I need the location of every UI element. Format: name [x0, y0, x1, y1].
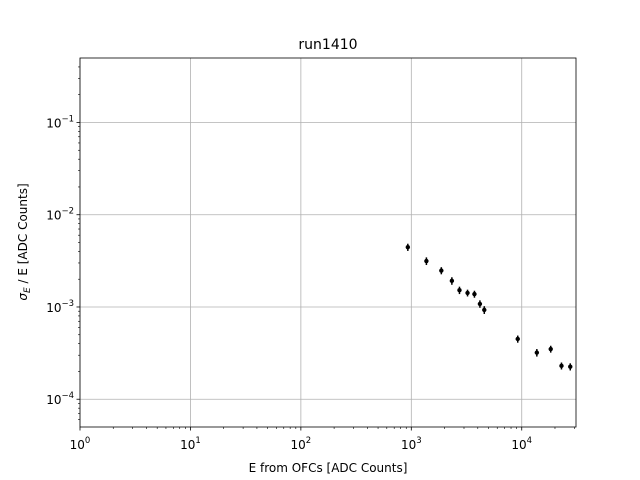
data-point	[477, 300, 483, 308]
x-tick-label: 102	[291, 436, 312, 452]
x-tick-label: 100	[70, 436, 91, 452]
point-marker	[559, 363, 564, 369]
data-point	[548, 345, 553, 353]
point-marker	[465, 290, 470, 296]
chart-title: run1410	[298, 37, 357, 53]
y-axis-label: σE / E [ADC Counts]	[16, 183, 33, 300]
data-point	[568, 363, 573, 371]
data-points	[405, 243, 573, 371]
y-axis-ticks: 10−4 10−3 10−2 10−1	[46, 66, 80, 420]
data-point	[534, 349, 540, 357]
x-axis-ticks: 100 101 102 103 104	[70, 427, 575, 452]
data-point	[405, 243, 411, 251]
point-marker	[534, 350, 540, 355]
point-marker	[424, 258, 429, 264]
point-marker	[439, 268, 444, 273]
point-marker	[472, 291, 477, 297]
x-tick-label: 103	[401, 436, 422, 452]
point-marker	[457, 288, 462, 293]
data-point	[424, 257, 429, 266]
data-point	[465, 289, 470, 297]
y-tick-label: 10−3	[46, 299, 74, 315]
point-marker	[548, 346, 553, 352]
point-marker	[405, 244, 411, 250]
y-axis-label-rest: / E [ADC Counts]	[16, 183, 30, 287]
y-tick-label: 10−4	[46, 391, 74, 407]
data-point	[515, 335, 520, 343]
data-point	[449, 277, 455, 285]
data-point	[482, 306, 487, 314]
data-point	[439, 267, 444, 275]
data-point	[559, 362, 564, 370]
y-axis-label-subscript: E	[23, 287, 33, 293]
x-axis-label: E from OFCs [ADC Counts]	[249, 461, 408, 475]
y-tick-label: 10−2	[46, 207, 74, 223]
point-marker	[482, 307, 487, 313]
y-tick-label: 10−1	[46, 114, 74, 130]
point-marker	[515, 336, 520, 342]
grid-lines	[79, 58, 576, 427]
data-point	[472, 290, 477, 298]
plot-area	[79, 57, 577, 428]
point-marker	[568, 364, 573, 369]
x-tick-label: 104	[511, 436, 532, 452]
y-axis-label-sigma: σ	[16, 293, 30, 301]
data-point	[457, 286, 462, 295]
point-marker	[449, 278, 455, 284]
point-marker	[477, 301, 483, 307]
x-tick-label: 101	[180, 436, 201, 452]
